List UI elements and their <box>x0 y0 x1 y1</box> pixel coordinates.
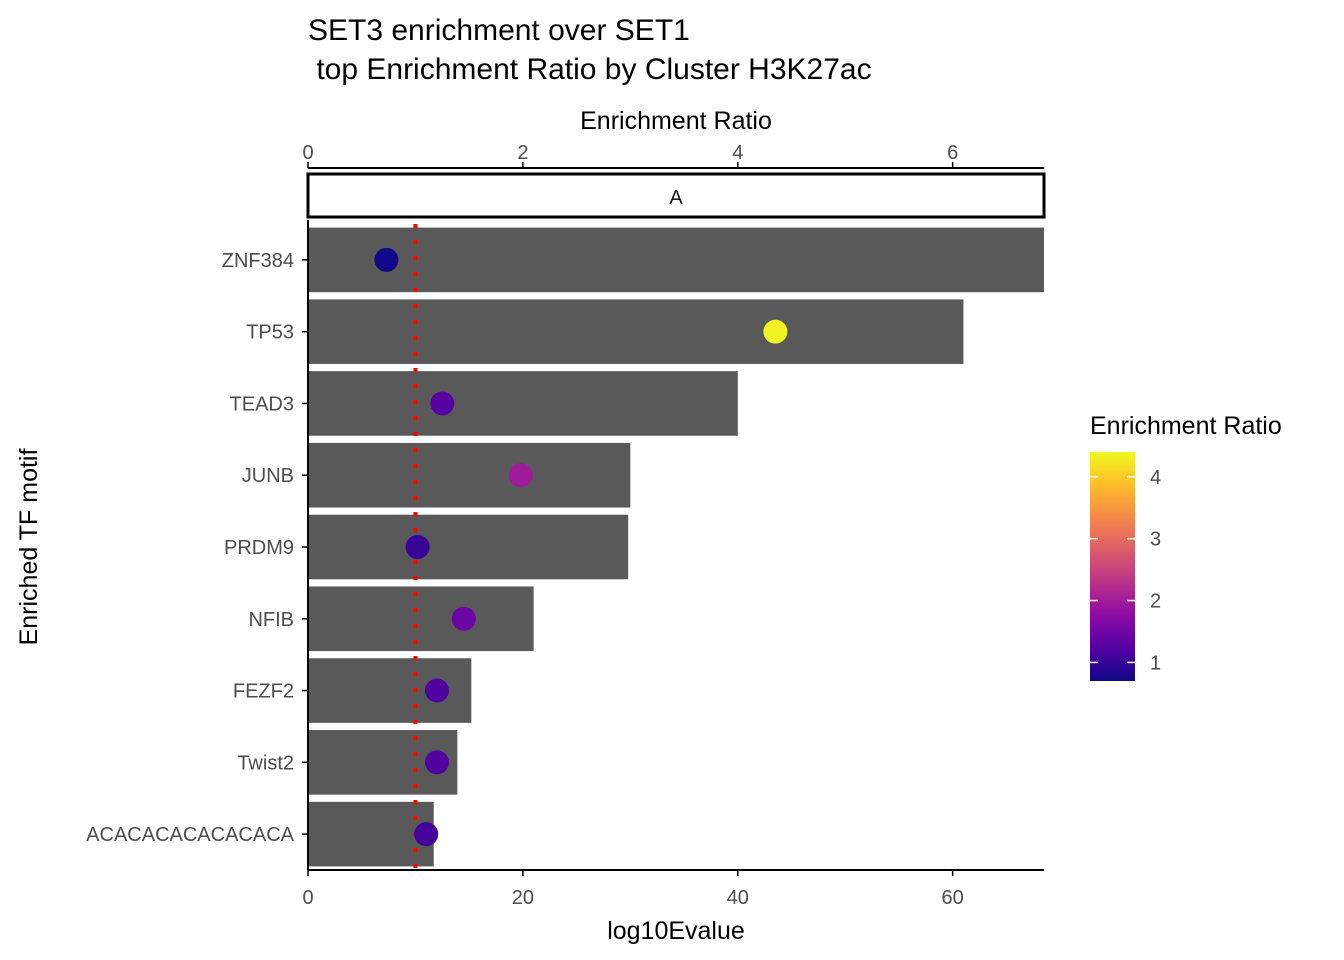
bar-NFIB <box>308 586 534 652</box>
y-axis-title: Enriched TF motif <box>15 449 43 646</box>
secondary-x-axis-title: Enrichment Ratio <box>580 107 772 135</box>
y-tick-label: NFIB <box>248 609 294 631</box>
secondary-x-tick-label: 0 <box>302 142 313 164</box>
legend-tick-label: 4 <box>1150 467 1161 489</box>
y-tick-label: Twist2 <box>237 752 294 774</box>
legend-title: Enrichment Ratio <box>1090 412 1282 440</box>
legend-colorbar <box>1090 452 1135 681</box>
point-ACACACACACACACA <box>414 822 439 847</box>
y-tick-label: TEAD3 <box>230 393 294 415</box>
point-FEZF2 <box>424 678 449 703</box>
y-tick-label: PRDM9 <box>224 537 294 559</box>
point-PRDM9 <box>405 535 430 559</box>
legend-tick-label: 3 <box>1150 529 1161 551</box>
bar-ACACACACACACACA <box>308 801 434 867</box>
points <box>374 247 788 847</box>
x-axis: 0 20 40 60 <box>302 869 1044 909</box>
point-Twist2 <box>424 750 449 775</box>
x-tick-label: 20 <box>512 887 534 909</box>
secondary-x-tick-label: 6 <box>947 142 958 164</box>
point-NFIB <box>451 606 476 631</box>
y-tick-label: ACACACACACACACA <box>86 824 294 846</box>
y-tick-label: ZNF384 <box>222 250 294 272</box>
secondary-x-axis: 0 2 4 6 <box>302 142 1044 169</box>
chart-title-line1: SET3 enrichment over SET1 <box>308 14 690 47</box>
bar-PRDM9 <box>308 514 629 580</box>
point-TP53 <box>763 319 788 344</box>
bar-TP53 <box>308 299 964 364</box>
facet-label: A <box>669 187 683 209</box>
legend-tick-label: 1 <box>1150 652 1161 674</box>
legend-ticks: 1 2 3 4 <box>1090 467 1161 674</box>
bar-JUNB <box>308 442 631 508</box>
chart-title-line2: top Enrichment Ratio by Cluster H3K27ac <box>308 53 872 86</box>
y-tick-label: JUNB <box>242 465 294 487</box>
secondary-x-tick-label: 4 <box>732 142 743 164</box>
bars <box>308 227 1044 867</box>
point-ZNF384 <box>374 247 399 272</box>
x-axis-title: log10Evalue <box>607 917 745 945</box>
bar-ZNF384 <box>308 227 1044 293</box>
facet-strip <box>306 172 1046 219</box>
x-tick-label: 60 <box>942 887 964 909</box>
x-tick-label: 0 <box>302 887 313 909</box>
secondary-x-tick-label: 2 <box>517 142 528 164</box>
x-tick-label: 40 <box>727 887 749 909</box>
point-TEAD3 <box>430 391 455 416</box>
y-tick-label: FEZF2 <box>233 681 294 703</box>
y-tick-label: TP53 <box>246 322 294 344</box>
bar-TEAD3 <box>308 371 738 436</box>
point-JUNB <box>508 463 533 488</box>
y-axis: ZNF384 TP53 TEAD3 JUNB PRDM9 NFIB FEZF2 Twist2 A… <box>86 220 309 870</box>
legend-tick-label: 2 <box>1150 591 1161 613</box>
